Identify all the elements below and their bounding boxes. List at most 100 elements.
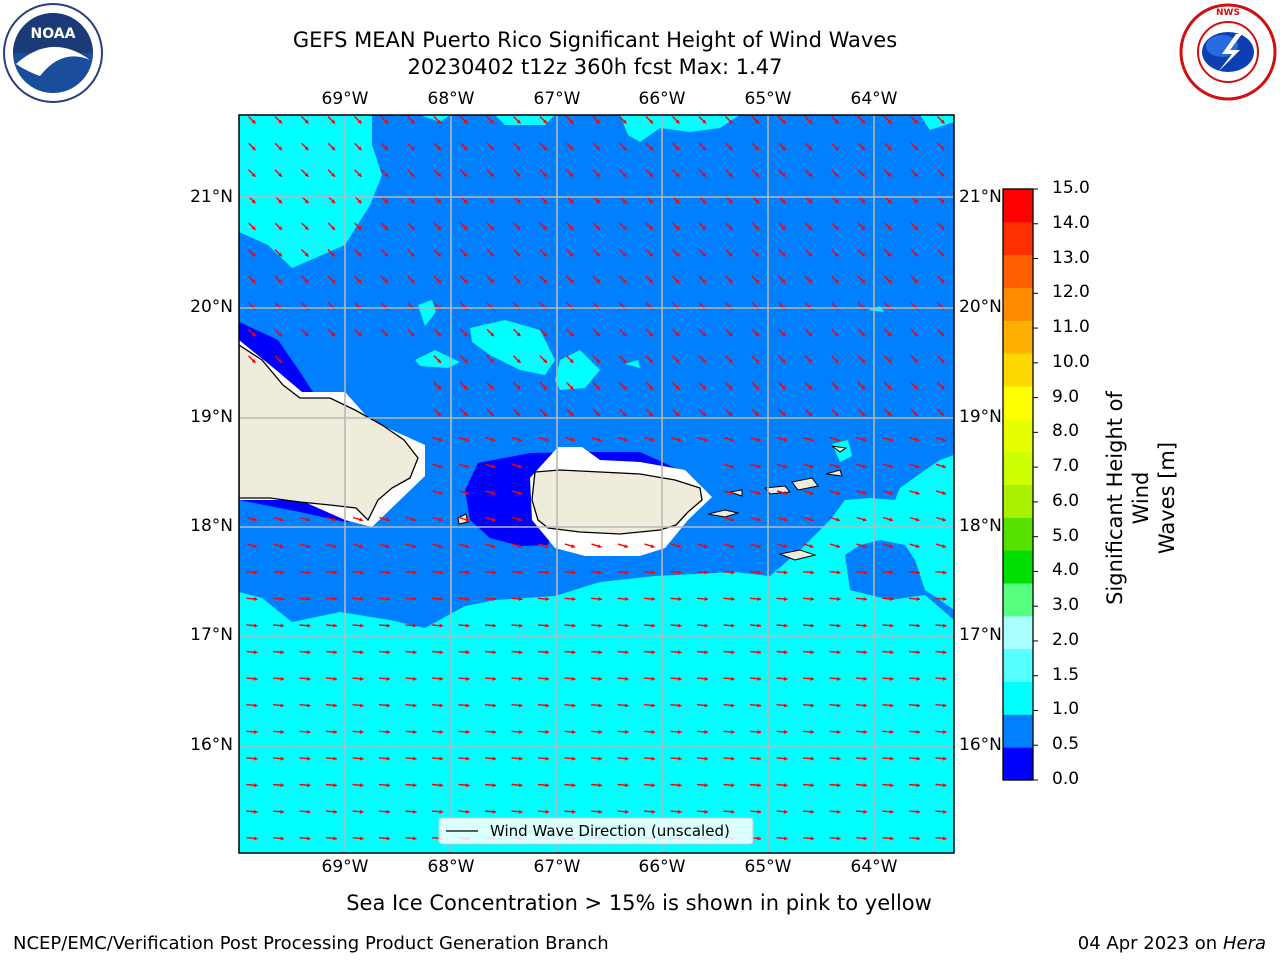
wind-wave-arrowhead [438, 490, 443, 495]
wind-wave-arrowhead [598, 596, 602, 602]
wind-wave-arrowhead [545, 729, 549, 735]
wind-wave-arrowhead [808, 252, 812, 257]
wind-wave-arrowhead [704, 596, 708, 602]
wind-wave-arrowhead [702, 359, 706, 363]
wind-wave-arrowhead [571, 570, 576, 575]
wind-wave-arrowhead [596, 332, 600, 337]
wind-wave-arrowhead [624, 437, 628, 442]
wind-wave-arrowhead [386, 570, 390, 575]
wind-wave-arrowhead [384, 172, 388, 177]
wind-wave-arrowhead [624, 650, 629, 655]
colorbar-tick-label: 8.0 [1052, 421, 1080, 442]
wind-wave-arrowhead [728, 412, 733, 417]
wind-wave-arrowhead [359, 809, 364, 814]
wind-wave-arrowhead [783, 464, 787, 469]
wind-wave-arrowhead [571, 783, 576, 788]
wind-wave-arrowhead [545, 596, 549, 602]
wind-wave-arrowhead [518, 490, 522, 495]
wind-wave-arrowhead [279, 517, 284, 522]
wind-wave-arrowhead [861, 385, 865, 390]
wind-wave-arrowhead [702, 146, 706, 151]
wind-wave-arrowhead [333, 623, 337, 628]
wind-wave-arrowhead [278, 119, 282, 124]
wind-wave-arrowhead [543, 252, 547, 257]
wind-wave-arrowhead [516, 199, 521, 204]
wind-wave-arrowhead [730, 756, 735, 761]
wind-wave-arrowhead [675, 252, 680, 257]
wind-wave-arrowhead [280, 836, 284, 841]
wind-wave-arrowhead [889, 650, 894, 655]
wind-wave-arrowhead [889, 809, 894, 814]
wind-wave-arrowhead [410, 172, 415, 177]
wind-wave-arrowhead [915, 490, 920, 495]
wind-wave-arrowhead [304, 146, 309, 151]
lon-label-top: 68°W [427, 89, 475, 109]
wind-wave-arrowhead [410, 252, 415, 257]
wind-wave-arrowhead [385, 517, 390, 522]
wind-wave-arrowhead [889, 544, 893, 549]
wind-wave-arrowhead [569, 172, 574, 177]
wind-wave-arrowhead [571, 623, 576, 628]
wind-wave-arrowhead [757, 623, 761, 628]
wind-wave-arrowhead [412, 596, 417, 602]
wind-wave-arrowhead [439, 623, 443, 628]
wind-wave-arrowhead [836, 756, 841, 761]
wind-wave-arrowhead [755, 332, 759, 337]
wind-wave-arrowhead [386, 650, 390, 655]
colorbar-tick-label: 9.0 [1052, 386, 1080, 407]
wind-wave-arrowhead [543, 172, 547, 177]
wind-wave-arrowhead [437, 252, 441, 257]
wind-wave-arrowhead [863, 676, 867, 681]
wind-wave-arrowhead [863, 650, 867, 655]
wind-wave-arrowhead [915, 437, 920, 442]
colorbar-tick-label: 1.0 [1052, 699, 1080, 720]
wind-wave-arrowhead [704, 650, 708, 655]
wind-wave-arrowhead [278, 199, 282, 204]
wind-wave-arrowhead [810, 570, 814, 575]
wind-wave-arrowhead [757, 596, 761, 602]
wind-wave-arrowhead [861, 252, 865, 257]
colorbar-tick-label: 2.0 [1052, 629, 1080, 650]
wind-wave-arrowhead [914, 359, 918, 363]
wind-wave-arrowhead [783, 596, 788, 602]
wind-wave-arrowhead [492, 809, 496, 814]
wind-wave-arrowhead [439, 729, 443, 735]
wind-wave-arrowhead [306, 544, 310, 549]
wind-wave-arrowhead [889, 517, 893, 522]
wind-wave-arrowhead [490, 252, 494, 257]
wind-wave-arrowhead [940, 359, 945, 363]
wind-wave-arrowhead [306, 703, 311, 708]
wind-wave-arrowhead [357, 119, 362, 124]
wind-wave-arrowhead [810, 756, 814, 761]
wind-wave-arrowhead [412, 517, 416, 522]
wind-wave-arrowhead [251, 252, 256, 257]
wind-wave-arrowhead [730, 517, 734, 522]
wind-wave-arrowhead [702, 226, 706, 230]
wind-wave-arrowhead [942, 544, 946, 549]
wind-wave-arrowhead [649, 252, 653, 257]
wind-wave-arrowhead [490, 119, 494, 124]
wind-wave-arrowhead [359, 756, 364, 761]
wind-wave-arrowhead [702, 412, 706, 417]
wind-wave-arrowhead [333, 596, 337, 602]
footer-credit: NCEP/EMC/Verification Post Processing Pr… [13, 933, 609, 954]
wind-wave-arrowhead [439, 756, 443, 761]
wind-wave-arrowhead [651, 703, 655, 708]
wind-wave-arrowhead [596, 252, 600, 257]
colorbar-tick-label: 1.5 [1052, 664, 1080, 685]
wind-wave-arrowhead [940, 119, 945, 124]
colorbar-segment [1003, 583, 1033, 617]
wind-wave-arrowhead [861, 279, 865, 284]
wind-wave-arrowhead [757, 809, 761, 814]
wind-wave-arrowhead [251, 119, 256, 124]
wind-wave-arrowhead [569, 359, 574, 363]
colorbar-tick-label: 5.0 [1052, 525, 1080, 546]
wind-wave-arrowhead [942, 437, 946, 442]
wind-wave-arrowhead [306, 517, 310, 522]
wind-wave-arrowhead [463, 119, 468, 124]
wind-wave-arrowhead [942, 650, 947, 655]
wind-wave-arrowhead [597, 437, 602, 442]
wind-wave-arrowhead [280, 570, 284, 575]
wind-wave-arrowhead [491, 517, 496, 522]
wind-wave-arrowhead [861, 226, 865, 230]
